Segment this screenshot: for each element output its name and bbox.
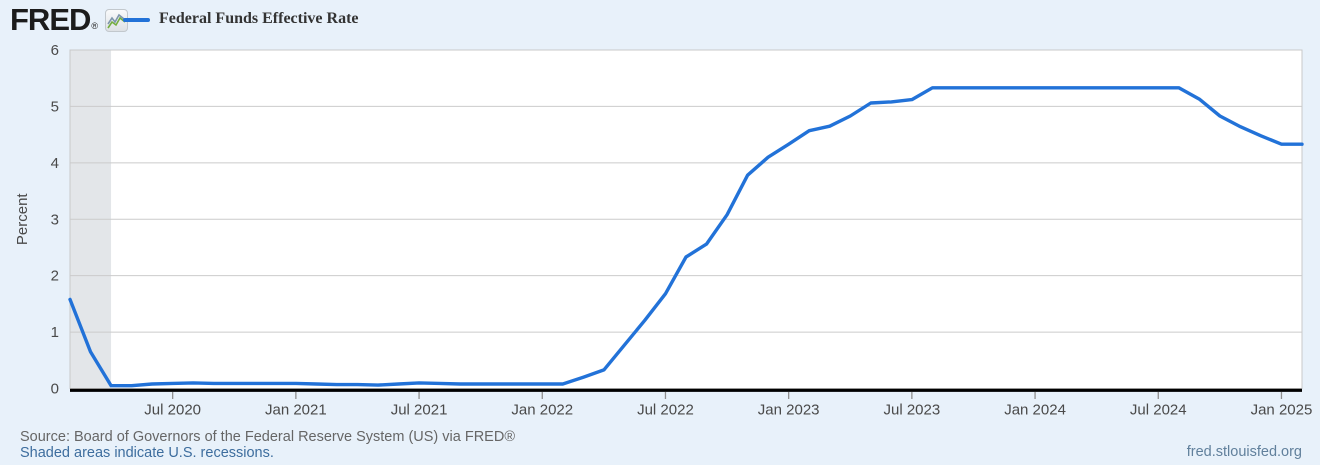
svg-text:6: 6 — [51, 42, 59, 59]
svg-text:5: 5 — [51, 98, 59, 115]
svg-text:1: 1 — [51, 324, 59, 341]
svg-text:Jul 2024: Jul 2024 — [1130, 402, 1187, 419]
svg-text:2: 2 — [51, 268, 59, 285]
source-text: Source: Board of Governors of the Federa… — [20, 429, 516, 445]
legend-line-swatch — [123, 18, 150, 22]
svg-text:Jan 2021: Jan 2021 — [265, 402, 327, 419]
svg-text:Jul 2021: Jul 2021 — [391, 402, 448, 419]
svg-text:Jan 2022: Jan 2022 — [511, 402, 573, 419]
recession-note-link[interactable]: Shaded areas indicate U.S. recessions. — [20, 445, 274, 461]
site-link[interactable]: fred.stlouisfed.org — [1186, 444, 1302, 460]
svg-text:Jul 2022: Jul 2022 — [637, 402, 694, 419]
svg-text:Jul 2020: Jul 2020 — [144, 402, 201, 419]
registered-trademark: ® — [91, 21, 99, 31]
svg-text:3: 3 — [51, 211, 59, 228]
legend: Federal Funds Effective Rate — [123, 10, 359, 28]
svg-text:Jul 2023: Jul 2023 — [884, 402, 941, 419]
svg-text:Jan 2024: Jan 2024 — [1004, 402, 1066, 419]
svg-text:4: 4 — [51, 155, 59, 172]
svg-text:0: 0 — [51, 381, 59, 398]
svg-text:Jan 2023: Jan 2023 — [758, 402, 820, 419]
fred-logo-text: FRED — [10, 2, 91, 37]
legend-label: Federal Funds Effective Rate — [159, 10, 359, 27]
fred-logo: FRED ® — [10, 2, 129, 37]
svg-text:Percent: Percent — [14, 193, 31, 246]
svg-text:Jan 2025: Jan 2025 — [1251, 402, 1313, 419]
